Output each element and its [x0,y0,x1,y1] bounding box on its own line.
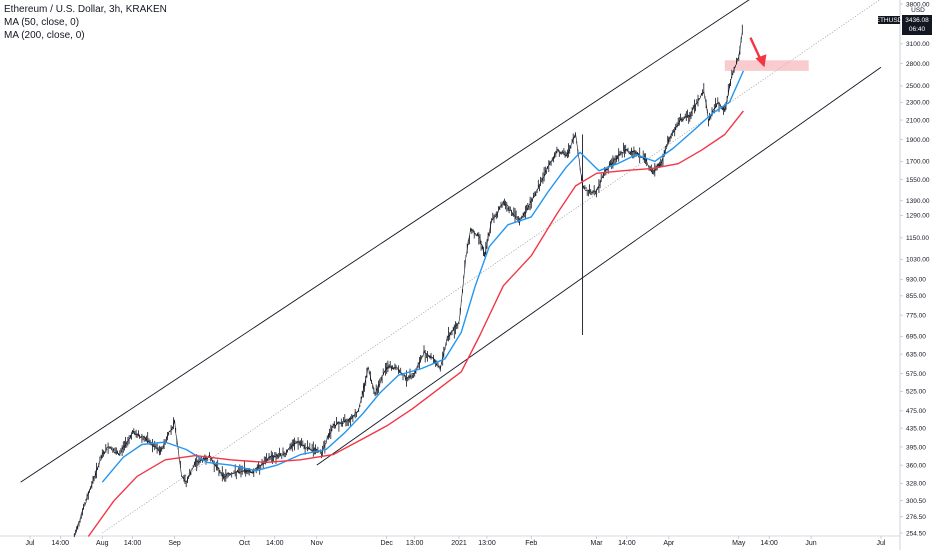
x-tick-label: 14:00 [618,540,636,547]
x-tick-label: Apr [663,540,675,547]
chart-title: Ethereum / U.S. Dollar, 3h, KRAKEN [4,4,167,15]
last-price-badge [902,15,932,35]
ma50-line [101,70,745,483]
y-tick-label: 435.00 [906,425,926,432]
y-tick-label: 1390.00 [906,198,930,205]
price-line [74,31,743,536]
x-tick-label: 2021 [451,540,467,547]
target-zone [724,60,809,71]
y-tick-label: 3800.00 [906,1,930,8]
y-tick-label: 2500.00 [906,83,930,90]
x-tick-label: 14:00 [760,540,778,547]
y-tick-label: 360.00 [906,462,926,469]
x-tick-label: 14:00 [124,540,142,547]
y-tick-label: 1550.00 [906,177,930,184]
x-tick-label: Dec [380,540,393,547]
target-zone-rect [724,60,809,71]
y-tick-label: 525.00 [906,389,926,396]
ma200-legend[interactable]: MA (200, close, 0) [4,30,85,41]
channel-line-0 [20,0,750,483]
y-tick-label: 2800.00 [906,61,930,68]
last-price-text: 3436.08 [905,17,929,24]
y-tick-label: 1290.00 [906,213,930,220]
y-tick-label: 2300.00 [906,100,930,107]
x-tick-label: May [732,540,746,547]
y-tick-label: 300.50 [906,498,926,505]
arrow-shaft [749,37,762,60]
moving-averages [87,70,745,537]
x-tick-label: Jun [805,540,816,547]
x-tick-label: 13:00 [406,540,424,547]
chart-legend: Ethereum / U.S. Dollar, 3h, KRAKEN MA (5… [4,3,167,42]
y-tick-label: 276.50 [906,514,926,521]
y-tick-label: 930.00 [906,277,926,284]
x-tick-label: Sep [168,540,181,547]
channel-line-2 [316,66,882,466]
y-tick-label: 1030.00 [906,257,930,264]
y-tick-label: 395.00 [906,444,926,451]
y-tick-label: 2100.00 [906,117,930,124]
x-tick-label: Jul [26,540,35,547]
x-tick-label: 14:00 [52,540,70,547]
ma200-line [87,110,744,537]
ma50-legend[interactable]: MA (50, close, 0) [4,17,80,28]
y-tick-label: 3100.00 [906,41,930,48]
y-tick-label: 1900.00 [906,137,930,144]
price-series [73,24,743,538]
y-tick-label: 575.00 [906,371,926,378]
x-tick-label: Jul [877,540,886,547]
y-tick-label: 1700.00 [906,159,930,166]
x-tick-label: 14:00 [266,540,284,547]
symbol-badge [878,16,900,24]
forecast-arrow [749,37,767,68]
x-tick-label: Oct [239,540,250,547]
countdown-text: 06:40 [909,26,926,33]
channel-line-1 [102,0,880,534]
y-tick-label: 328.00 [906,481,926,488]
symbol-badge-text: ETHUSD [876,17,903,24]
y-tick-label: 475.00 [906,408,926,415]
x-tick-label: 13:00 [478,540,496,547]
chart-grid [0,0,901,550]
y-tick-label: 855.00 [906,293,926,300]
y-tick-label: 775.00 [906,312,926,319]
y-tick-label: 695.00 [906,334,926,341]
x-tick-label: Mar [591,540,604,547]
x-tick-label: Nov [311,540,324,547]
time-axis[interactable]: Jul 14:00 Aug 14:00 Sep Oct 14:00 Nov Dec 13:00 20… [26,536,886,547]
trend-channel [20,0,882,534]
x-tick-label: Aug [96,540,109,547]
currency-label: USD [911,7,925,14]
price-axis[interactable]: 3800.003500.003100.002800.002500.002300.… [876,1,932,537]
y-tick-label: 1150.00 [906,235,929,242]
y-tick-label: 254.50 [906,530,926,537]
y-tick-label: 635.00 [906,351,926,358]
arrow-head [755,54,767,68]
x-tick-label: Feb [525,540,537,547]
